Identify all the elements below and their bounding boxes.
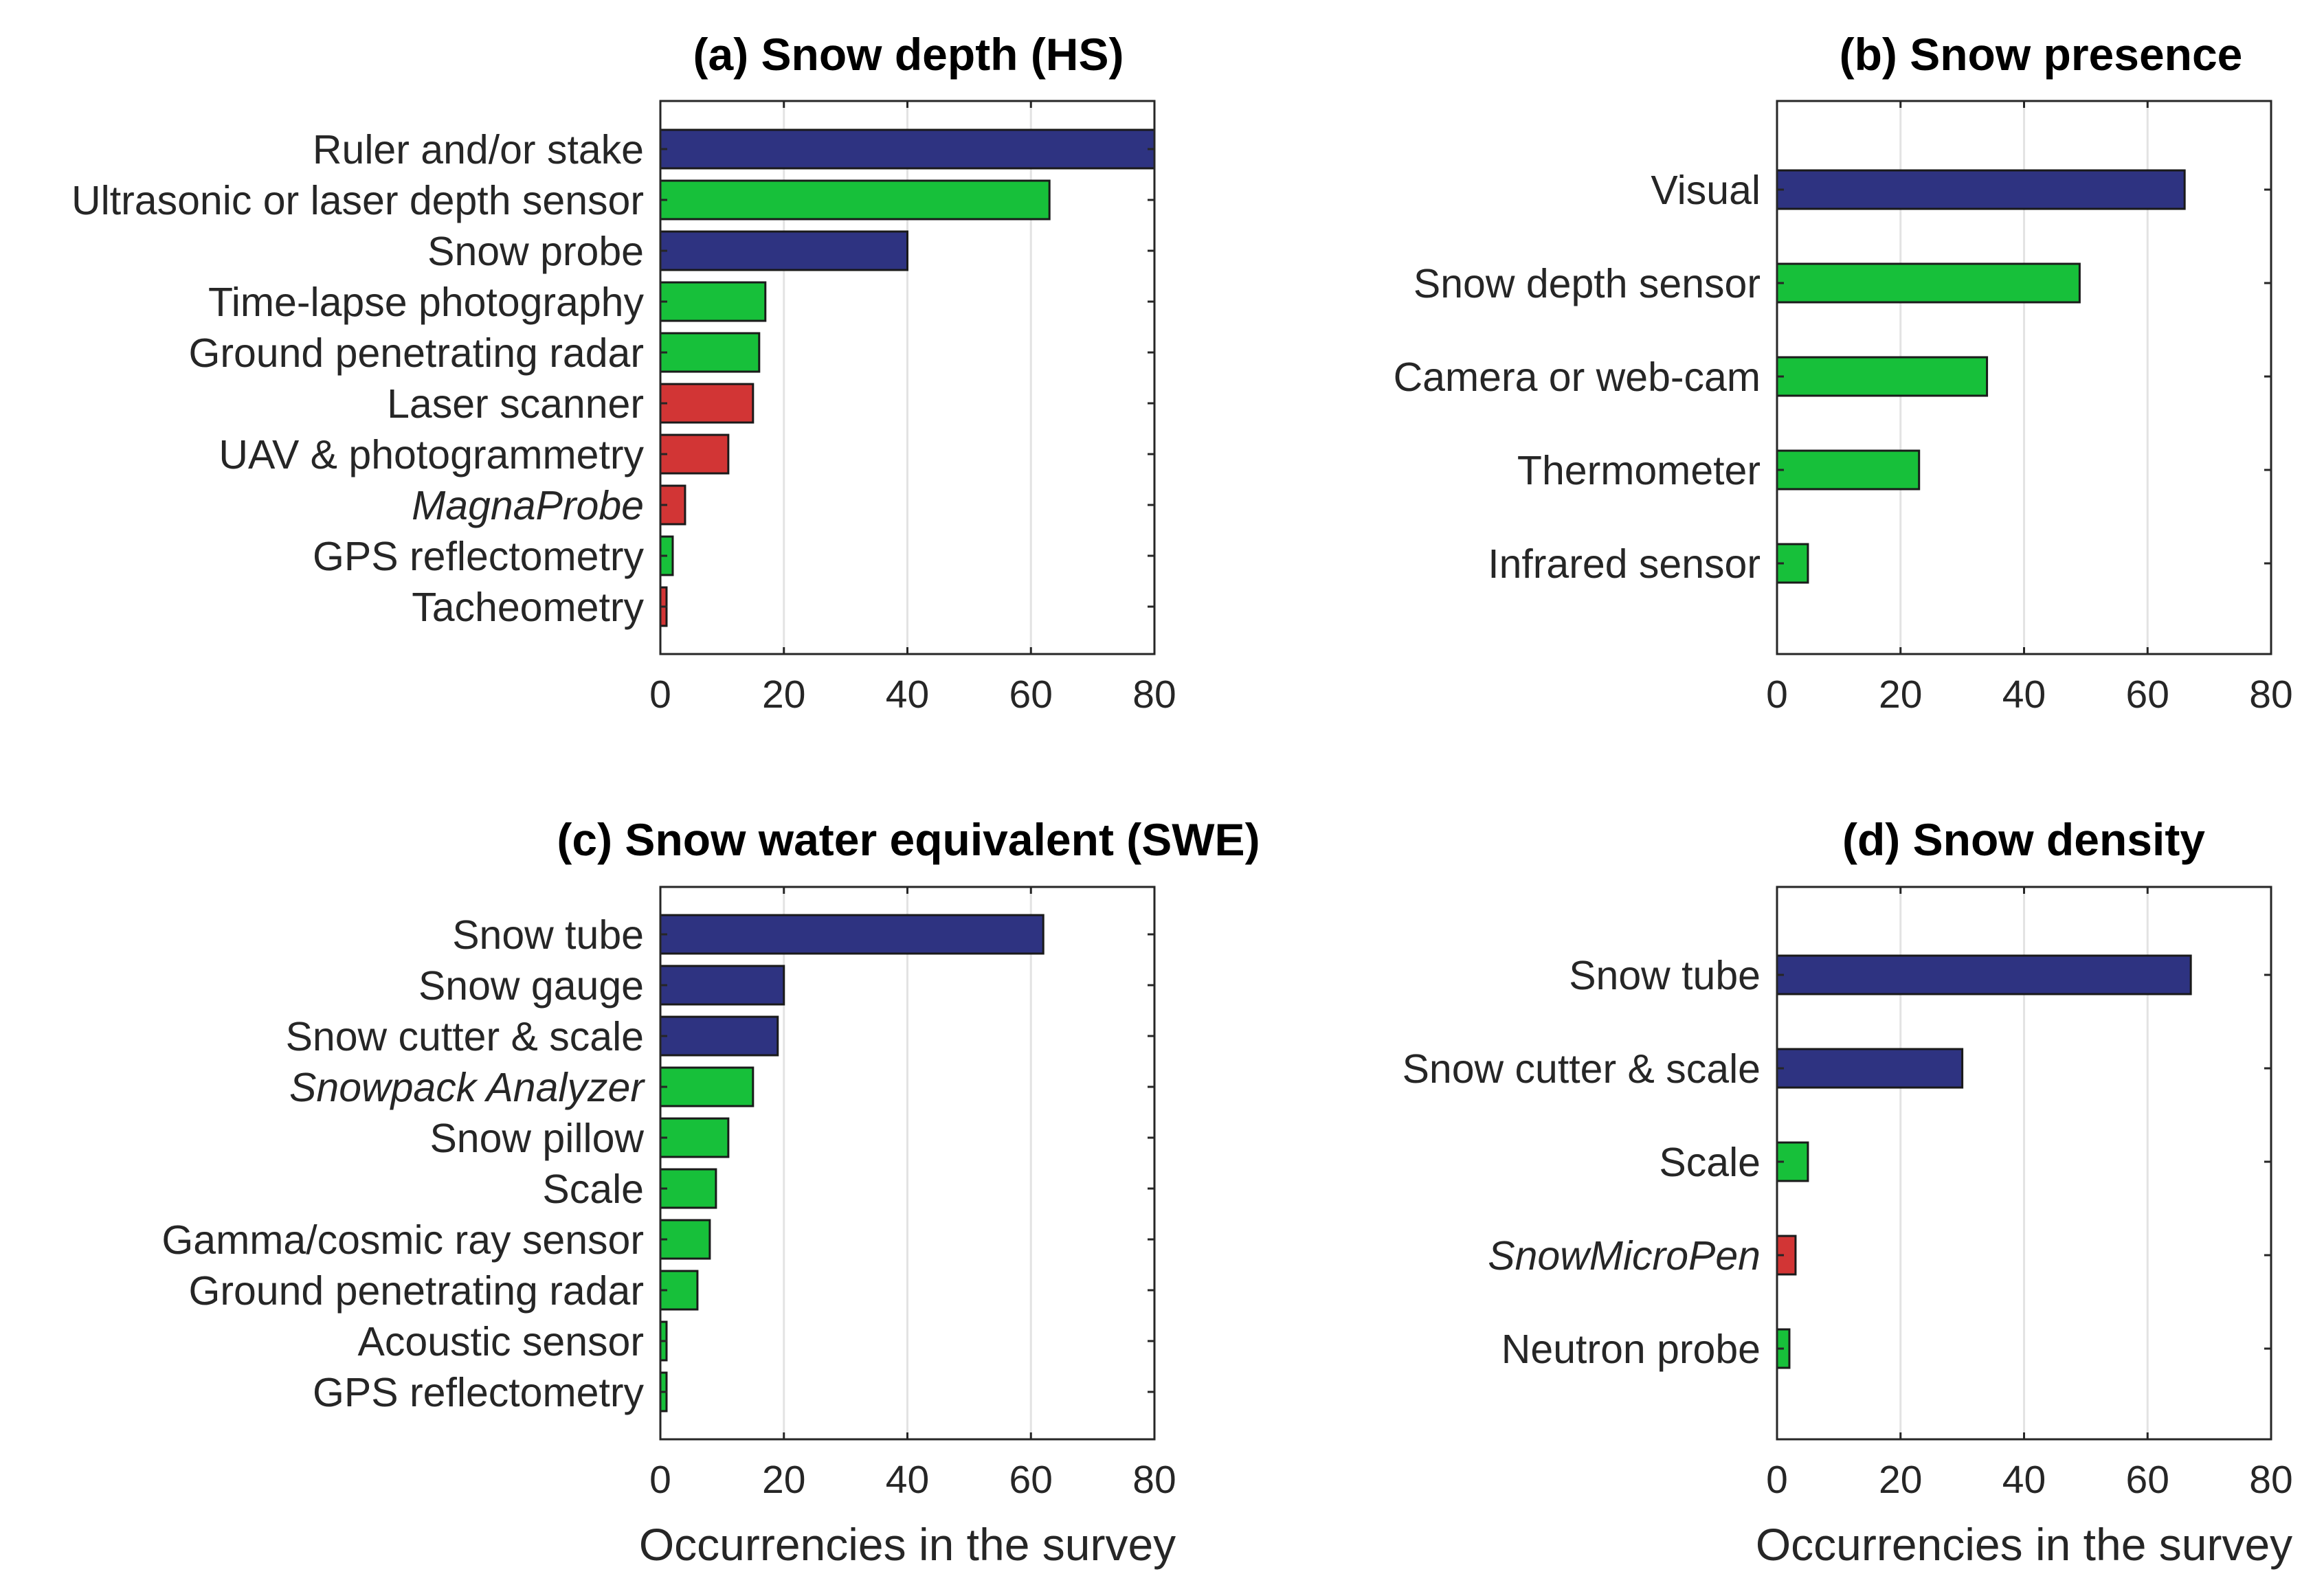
category-label: Infrared sensor [1488, 541, 1761, 587]
x-tick-label: 60 [2126, 673, 2169, 717]
panel-title: (b) Snow presence [1840, 29, 2243, 80]
axes-box [1776, 886, 2272, 1441]
bar-ruler-and-or-stake [659, 128, 1156, 170]
bar-snow-tube [1776, 954, 2192, 995]
bar-camera-or-web-cam [1776, 356, 1989, 397]
x-tick-label: 0 [1766, 1458, 1788, 1502]
panel-a: 0 20 40 60 80 Ruler and/or stake Ultrasonic or… [71, 29, 1176, 717]
x-tick-label: 40 [2002, 1458, 2046, 1502]
category-label: Scale [542, 1167, 644, 1212]
bar-ground-penetrating-radar [659, 332, 761, 373]
category-label: Snow cutter & scale [1403, 1046, 1761, 1092]
bar-gamma-cosmic-ray-sensor [659, 1219, 711, 1260]
category-label: Visual [1651, 168, 1761, 213]
x-tick-label: 0 [649, 1458, 671, 1502]
bar-ultrasonic-or-laser-depth-sensor [659, 179, 1051, 221]
category-label: Snow cutter & scale [286, 1014, 644, 1059]
axes-box [659, 100, 1156, 655]
x-tick-label: 40 [886, 1458, 929, 1502]
category-label: Ultrasonic or laser depth sensor [71, 178, 644, 223]
panel-title: (d) Snow density [1842, 814, 2205, 865]
x-tick-label: 40 [2002, 673, 2046, 717]
x-tick-label: 60 [1009, 673, 1053, 717]
bar-scale [659, 1168, 717, 1209]
category-label: SnowMicroPen [1488, 1233, 1761, 1279]
x-tick-label: 0 [1766, 673, 1788, 717]
bar-snow-gauge [659, 965, 785, 1006]
bar-snow-tube [659, 914, 1044, 955]
category-label: MagnaProbe [412, 483, 644, 528]
category-label: Ground penetrating radar [188, 1268, 644, 1314]
panel-c: 0 20 40 60 80 Snow tube Snow gauge Snow cutter … [161, 814, 1260, 1570]
panel-d: 0 20 40 60 80 Snow tube Snow cutter & scale Sca… [1403, 814, 2293, 1570]
category-label: Snow probe [427, 229, 644, 274]
bar-thermometer [1776, 449, 1921, 491]
category-label: Tacheometry [412, 585, 644, 630]
x-tick-label: 80 [2249, 673, 2292, 717]
x-tick-label: 60 [2126, 1458, 2169, 1502]
bar-snow-depth-sensor [1776, 262, 2081, 304]
x-tick-label: 40 [886, 673, 929, 717]
category-label: Snow tube [452, 912, 644, 958]
bar-visual [1776, 169, 2186, 210]
panel-title: (a) Snow depth (HS) [693, 29, 1124, 80]
category-label: Snow tube [1569, 953, 1761, 998]
axes-box [659, 886, 1156, 1441]
x-tick-label: 80 [1132, 673, 1176, 717]
category-label: Neutron probe [1501, 1327, 1761, 1372]
x-tick-label: 20 [762, 1458, 805, 1502]
bar-snow-probe [659, 230, 908, 271]
category-label: GPS reflectometry [313, 1370, 644, 1415]
category-label: Acoustic sensor [358, 1319, 644, 1364]
x-tick-label: 60 [1009, 1458, 1053, 1502]
bar-uav-photogrammetry [659, 434, 730, 475]
category-label: Scale [1659, 1140, 1761, 1185]
panel-b: 0 20 40 60 80 Visual Snow depth sensor Camera o… [1394, 29, 2293, 717]
category-label: Snow pillow [429, 1116, 644, 1161]
x-tick-label: 0 [649, 673, 671, 717]
category-label: Time-lapse photography [208, 280, 645, 325]
x-tick-label: 80 [1132, 1458, 1176, 1502]
category-label: GPS reflectometry [313, 534, 644, 579]
x-tick-label: 20 [762, 673, 805, 717]
category-label: Snow gauge [418, 963, 644, 1009]
x-tick-label: 20 [1879, 673, 1922, 717]
bar-snowpack-analyzer [659, 1066, 755, 1107]
bar-snow-cutter-scale [659, 1015, 779, 1057]
category-label: Ruler and/or stake [313, 127, 644, 172]
category-label: Ground penetrating radar [188, 330, 644, 376]
category-label: Snow depth sensor [1414, 261, 1761, 306]
category-label: Camera or web-cam [1394, 354, 1761, 400]
panel-title: (c) Snow water equivalent (SWE) [557, 814, 1260, 865]
category-label: UAV & photogrammetry [219, 432, 644, 477]
category-label: Laser scanner [387, 381, 644, 427]
bar-laser-scanner [659, 383, 755, 424]
category-label: Thermometer [1517, 448, 1761, 493]
x-axis-label: Occurrencies in the survey [639, 1519, 1176, 1570]
x-tick-label: 20 [1879, 1458, 1922, 1502]
category-label: Snowpack Analyzer [289, 1065, 645, 1110]
category-label: Gamma/cosmic ray sensor [161, 1217, 644, 1263]
x-axis-label: Occurrencies in the survey [1756, 1519, 2292, 1570]
bar-snow-cutter-scale [1776, 1048, 1964, 1089]
axes-box [1776, 100, 2272, 655]
bar-snow-pillow [659, 1117, 730, 1158]
x-tick-label: 80 [2249, 1458, 2292, 1502]
bar-time-lapse-photography [659, 281, 767, 322]
